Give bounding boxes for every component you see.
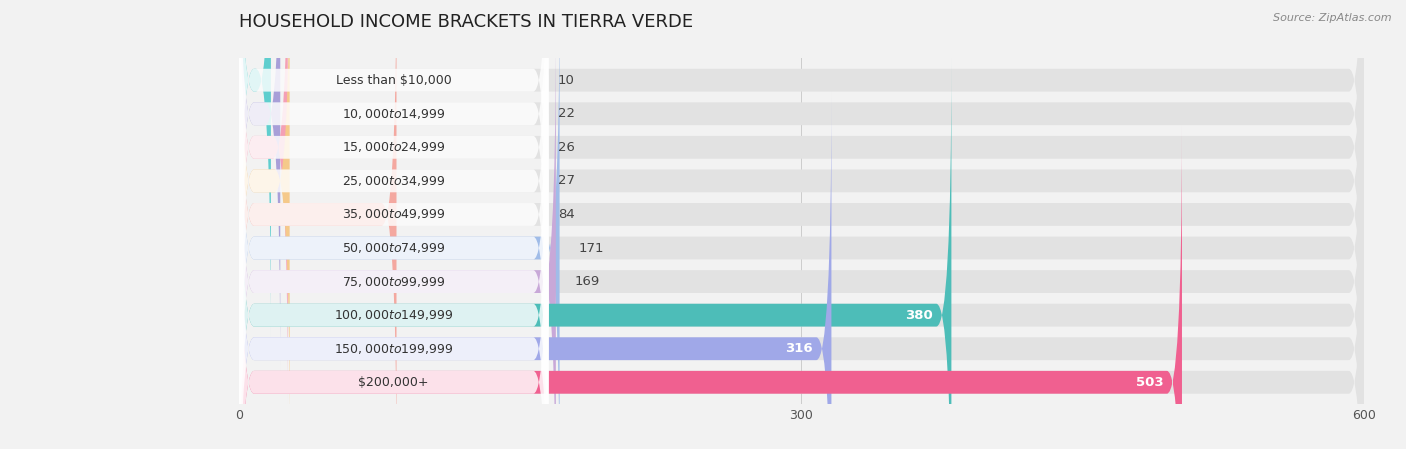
- FancyBboxPatch shape: [239, 0, 288, 405]
- FancyBboxPatch shape: [239, 0, 1364, 405]
- FancyBboxPatch shape: [239, 24, 555, 449]
- Text: $10,000 to $14,999: $10,000 to $14,999: [342, 107, 446, 121]
- FancyBboxPatch shape: [239, 0, 396, 449]
- Text: 169: 169: [575, 275, 600, 288]
- FancyBboxPatch shape: [239, 92, 831, 449]
- Text: 503: 503: [1136, 376, 1163, 389]
- FancyBboxPatch shape: [239, 24, 1364, 449]
- Text: 26: 26: [558, 141, 575, 154]
- FancyBboxPatch shape: [239, 92, 1364, 449]
- Text: $75,000 to $99,999: $75,000 to $99,999: [342, 275, 446, 289]
- FancyBboxPatch shape: [239, 0, 548, 438]
- FancyBboxPatch shape: [239, 125, 548, 449]
- FancyBboxPatch shape: [239, 0, 271, 337]
- FancyBboxPatch shape: [239, 0, 548, 449]
- FancyBboxPatch shape: [239, 0, 1364, 449]
- Text: HOUSEHOLD INCOME BRACKETS IN TIERRA VERDE: HOUSEHOLD INCOME BRACKETS IN TIERRA VERD…: [239, 13, 693, 31]
- FancyBboxPatch shape: [239, 125, 1364, 449]
- Text: 171: 171: [578, 242, 603, 255]
- Text: $50,000 to $74,999: $50,000 to $74,999: [342, 241, 446, 255]
- FancyBboxPatch shape: [239, 0, 548, 337]
- FancyBboxPatch shape: [239, 58, 952, 449]
- Text: 380: 380: [905, 308, 932, 321]
- Text: Source: ZipAtlas.com: Source: ZipAtlas.com: [1274, 13, 1392, 23]
- FancyBboxPatch shape: [239, 0, 1364, 449]
- Text: Less than $10,000: Less than $10,000: [336, 74, 451, 87]
- FancyBboxPatch shape: [239, 125, 1182, 449]
- Text: $150,000 to $199,999: $150,000 to $199,999: [335, 342, 453, 356]
- FancyBboxPatch shape: [239, 0, 548, 371]
- Text: $100,000 to $149,999: $100,000 to $149,999: [335, 308, 453, 322]
- FancyBboxPatch shape: [239, 58, 1364, 449]
- FancyBboxPatch shape: [239, 0, 1364, 438]
- Text: $200,000+: $200,000+: [359, 376, 429, 389]
- Text: 10: 10: [558, 74, 575, 87]
- FancyBboxPatch shape: [239, 0, 1364, 371]
- FancyBboxPatch shape: [239, 0, 548, 449]
- Text: 316: 316: [785, 342, 813, 355]
- FancyBboxPatch shape: [239, 0, 1364, 337]
- FancyBboxPatch shape: [239, 0, 548, 405]
- Text: 84: 84: [558, 208, 575, 221]
- FancyBboxPatch shape: [239, 92, 548, 449]
- FancyBboxPatch shape: [239, 58, 548, 449]
- Text: $15,000 to $24,999: $15,000 to $24,999: [342, 141, 446, 154]
- FancyBboxPatch shape: [239, 0, 280, 371]
- Text: 22: 22: [558, 107, 575, 120]
- Text: $25,000 to $34,999: $25,000 to $34,999: [342, 174, 446, 188]
- Text: $35,000 to $49,999: $35,000 to $49,999: [342, 207, 446, 221]
- FancyBboxPatch shape: [239, 0, 290, 438]
- FancyBboxPatch shape: [239, 24, 548, 449]
- Text: 27: 27: [558, 174, 575, 187]
- FancyBboxPatch shape: [239, 0, 560, 449]
